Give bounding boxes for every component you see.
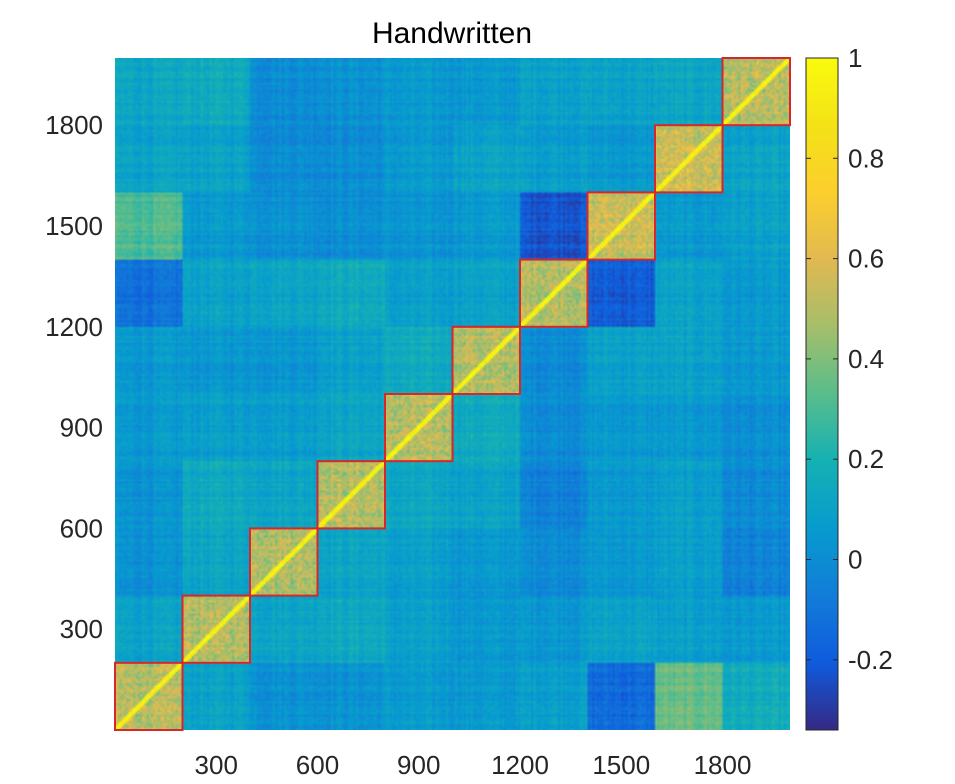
y-axis: 300 600 900 1200 1500 1800 (45, 110, 103, 644)
cluster-highlight-box (519, 258, 589, 328)
cluster-highlight-box (451, 325, 521, 395)
cluster-highlight-box (316, 460, 386, 530)
colorbar-tick-label: 0 (848, 544, 862, 574)
y-tick-label: 1800 (45, 110, 103, 140)
colorbar-ticks: -0.2 0 0.2 0.4 0.6 0.8 1 (806, 43, 893, 675)
heatmap-plot-area (114, 57, 791, 731)
colorbar-tick-label: 0.8 (848, 143, 884, 173)
cluster-highlight-box (114, 661, 184, 731)
x-tick-label: 1800 (694, 750, 752, 780)
y-tick-label: 300 (60, 614, 103, 644)
chart-title: Handwritten (372, 17, 532, 50)
cluster-highlight-box (654, 124, 724, 194)
x-tick-label: 1200 (491, 750, 549, 780)
x-tick-label: 1500 (592, 750, 650, 780)
cluster-highlight-box (384, 393, 454, 463)
x-tick-label: 300 (195, 750, 238, 780)
colorbar-border (805, 57, 839, 731)
cluster-highlight-box (181, 594, 251, 664)
colorbar-tick-label: 0.4 (848, 344, 884, 374)
colorbar: -0.2 0 0.2 0.4 0.6 0.8 1 (805, 43, 893, 731)
colorbar-tick-label: -0.2 (848, 645, 893, 675)
diagonal-block-highlights (114, 57, 791, 731)
colorbar-gradient (806, 58, 838, 730)
colorbar-tick-label: 1 (848, 43, 862, 73)
colorbar-tick-label: 0.2 (848, 444, 884, 474)
cluster-highlight-box (721, 57, 791, 127)
x-tick-label: 600 (296, 750, 339, 780)
cluster-highlight-box (586, 191, 656, 261)
x-tick-label: 900 (397, 750, 440, 780)
colorbar-tick-label: 0.6 (848, 244, 884, 274)
cluster-highlight-box (249, 527, 319, 597)
y-tick-label: 1500 (45, 211, 103, 241)
y-tick-label: 600 (60, 513, 103, 543)
y-tick-label: 1200 (45, 312, 103, 342)
x-axis: 300 600 900 1200 1500 1800 (195, 750, 752, 780)
y-tick-label: 900 (60, 413, 103, 443)
